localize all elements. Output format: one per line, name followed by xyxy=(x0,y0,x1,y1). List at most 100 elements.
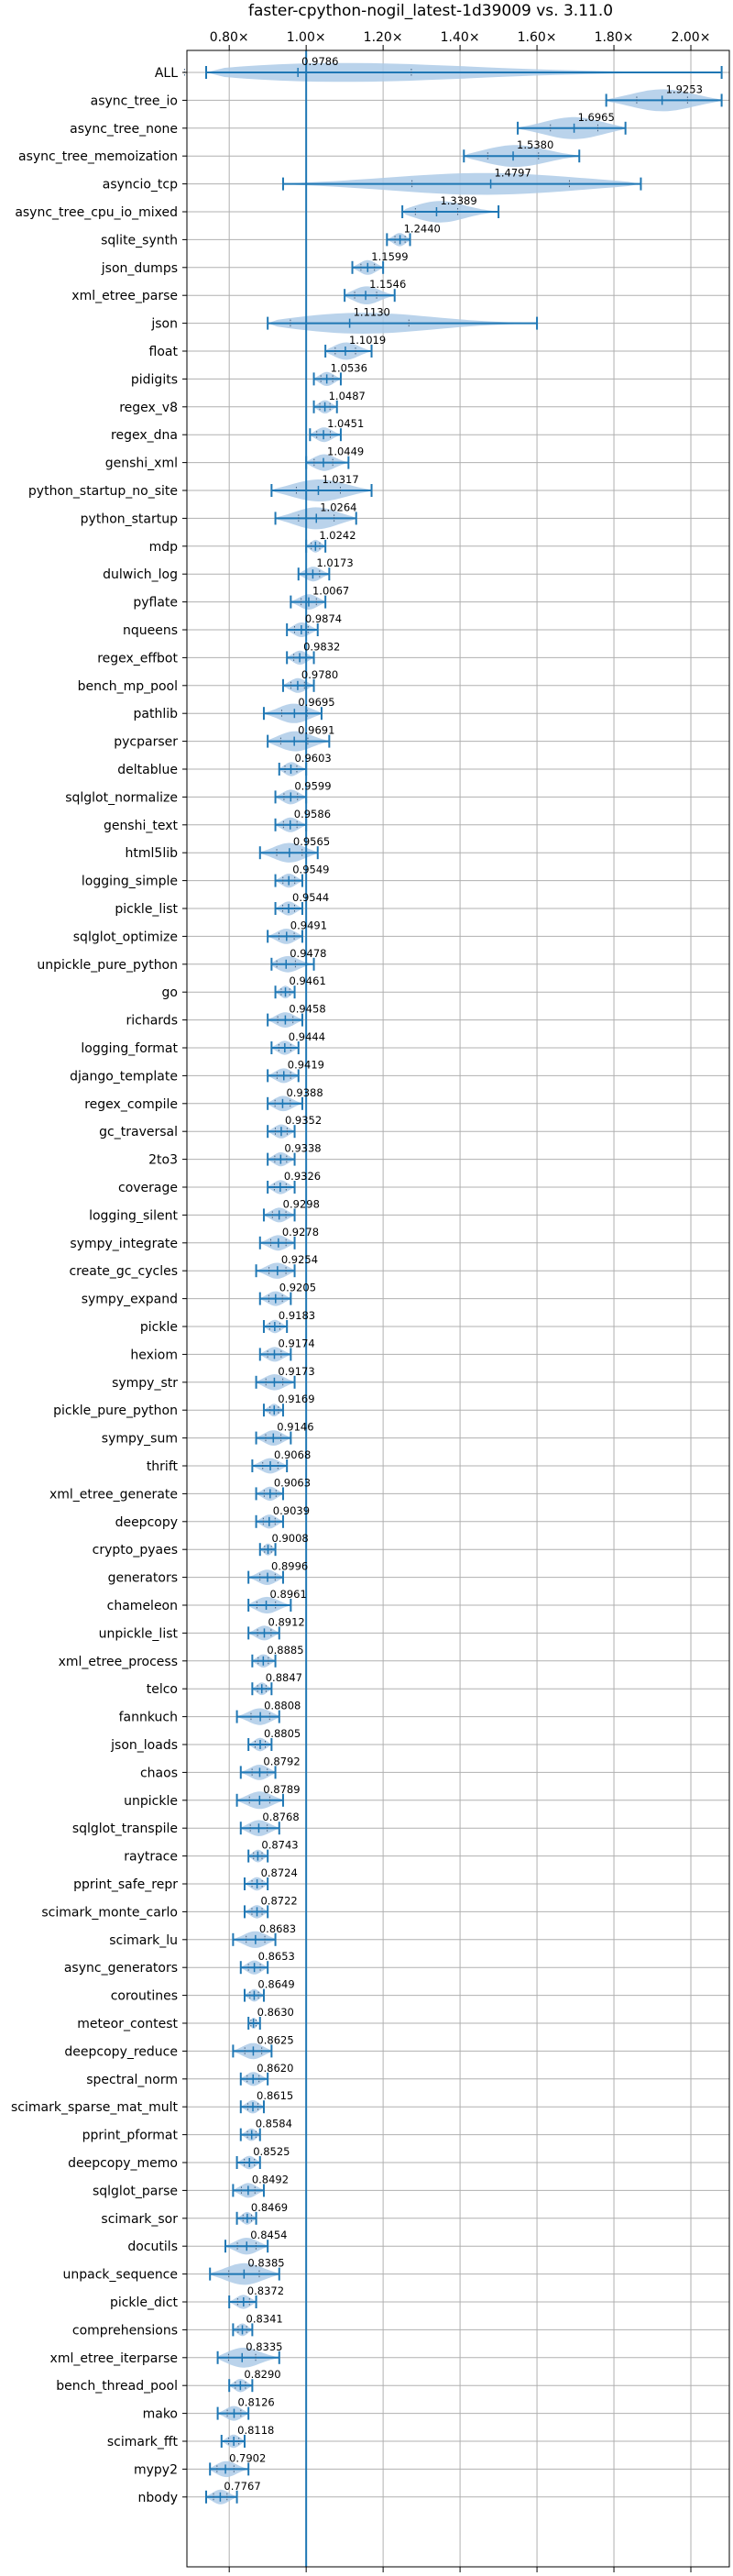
benchmark-name: logging_simple xyxy=(82,875,178,889)
data-label: 0.9444 xyxy=(289,1030,325,1043)
data-label: 0.9183 xyxy=(279,1309,315,1322)
benchmark-name: docutils xyxy=(127,2240,178,2254)
data-label: 0.9146 xyxy=(277,1421,313,1434)
benchmark-name: sympy_integrate xyxy=(70,1237,178,1251)
data-label: 0.8584 xyxy=(256,2118,292,2130)
benchmark-name: coroutines xyxy=(111,1989,178,2004)
benchmark-name: generators xyxy=(108,1571,178,1586)
data-label: 1.0536 xyxy=(331,361,367,374)
benchmark-name: regex_v8 xyxy=(119,401,178,415)
data-label: 0.8385 xyxy=(247,2257,284,2270)
data-label: 0.8118 xyxy=(237,2424,274,2437)
data-label: 0.9388 xyxy=(286,1086,323,1099)
benchmark-name: pickle_dict xyxy=(110,2295,179,2310)
benchmark-name: django_template xyxy=(70,1069,178,1084)
x-tick-label-top: 1.60× xyxy=(518,30,557,45)
benchmark-name: scimark_fft xyxy=(107,2435,179,2449)
data-label: 1.1019 xyxy=(349,334,386,347)
benchmark-name: asyncio_tcp xyxy=(103,178,178,193)
data-label: 0.9549 xyxy=(292,864,329,876)
benchmark-name: async_tree_cpu_io_mixed xyxy=(15,205,178,220)
x-tick-label-top: 1.40× xyxy=(441,30,480,45)
benchmark-name: deepcopy_reduce xyxy=(64,2044,178,2059)
benchmark-name: sqlglot_parse xyxy=(93,2184,178,2198)
data-label: 1.1546 xyxy=(369,278,406,291)
benchmark-name: ALL xyxy=(155,66,178,81)
data-label: 0.8290 xyxy=(244,2368,280,2381)
benchmark-name: genshi_xml xyxy=(105,457,178,471)
benchmark-name: pycparser xyxy=(114,735,178,750)
data-label: 0.8625 xyxy=(257,2033,293,2046)
category-labels: ALL async_tree_io async_tree_none async_tre… xyxy=(11,66,187,2505)
data-label: 0.8372 xyxy=(247,2284,284,2297)
data-label: 0.9326 xyxy=(284,1170,321,1183)
benchmark-name: async_tree_io xyxy=(91,94,178,108)
benchmark-name: meteor_contest xyxy=(77,2017,178,2031)
benchmark-name: unpickle_list xyxy=(99,1626,179,1641)
benchmark-name: sympy_expand xyxy=(82,1293,178,1307)
data-label: 0.8492 xyxy=(252,2173,289,2185)
data-label: 0.8126 xyxy=(237,2396,274,2409)
benchmark-name: unpack_sequence xyxy=(63,2268,178,2283)
benchmark-name: sqlglot_optimize xyxy=(73,930,178,944)
benchmark-name: sqlglot_transpile xyxy=(72,1822,178,1836)
data-label: 1.1130 xyxy=(354,306,390,319)
benchmark-name: deepcopy xyxy=(115,1515,178,1530)
benchmark-name: pickle xyxy=(140,1320,178,1335)
data-label: 0.9063 xyxy=(274,1476,311,1489)
data-label: 0.8885 xyxy=(267,1644,303,1657)
benchmark-name: scimark_monte_carlo xyxy=(41,1905,178,1920)
benchmark-name: deltablue xyxy=(117,763,178,777)
benchmark-name: xml_etree_generate xyxy=(49,1487,178,1502)
benchmark-name: chameleon xyxy=(107,1599,178,1613)
benchmark-name: mdp xyxy=(149,540,179,555)
benchmark-name: sympy_str xyxy=(112,1376,178,1391)
data-label: 0.9254 xyxy=(281,1253,318,1266)
data-label: 0.8341 xyxy=(246,2312,283,2325)
data-label: 1.0451 xyxy=(327,417,364,430)
data-label: 0.9205 xyxy=(279,1282,316,1294)
benchmark-name: thrift xyxy=(147,1459,179,1474)
data-label: 0.9565 xyxy=(293,835,330,848)
data-label: 0.9461 xyxy=(290,974,326,987)
data-label: 0.8808 xyxy=(264,1700,301,1712)
data-label: 0.9039 xyxy=(273,1504,310,1517)
benchmark-name: comprehensions xyxy=(72,2323,178,2338)
benchmark-name: bench_thread_pool xyxy=(56,2379,178,2394)
benchmark-name: genshi_text xyxy=(104,819,179,833)
benchmark-name: nqueens xyxy=(123,623,178,638)
data-label: 1.0067 xyxy=(312,585,349,598)
benchmark-name: go xyxy=(162,985,178,1000)
data-label: 0.7767 xyxy=(224,2480,260,2493)
x-tick-label-top: 2.00× xyxy=(672,30,711,45)
benchmark-name: mako xyxy=(143,2407,178,2422)
data-label: 1.9253 xyxy=(666,83,703,95)
benchmark-name: crypto_pyaes xyxy=(93,1543,178,1558)
data-label: 1.0487 xyxy=(329,390,366,402)
data-label: 0.8335 xyxy=(246,2340,282,2353)
benchmark-name: raytrace xyxy=(124,1850,178,1865)
data-label: 0.8615 xyxy=(257,2089,293,2102)
data-label: 1.0173 xyxy=(316,556,353,569)
benchmark-name: logging_silent xyxy=(89,1208,178,1223)
benchmark-name: gc_traversal xyxy=(99,1125,178,1139)
benchmark-name: richards xyxy=(126,1014,179,1029)
benchmark-name: json_loads xyxy=(110,1738,178,1753)
data-label: 0.9586 xyxy=(294,808,331,820)
benchmark-name: mypy2 xyxy=(134,2462,178,2477)
data-label: 0.9458 xyxy=(289,1003,325,1016)
data-label: 0.8792 xyxy=(263,1755,300,1767)
benchmark-name: scimark_sor xyxy=(101,2212,178,2227)
data-label: 1.5380 xyxy=(517,138,553,151)
benchmark-name: hexiom xyxy=(130,1348,178,1362)
benchmark-name: dulwich_log xyxy=(103,567,178,582)
data-label: 0.8996 xyxy=(271,1560,308,1573)
data-label: 0.9544 xyxy=(292,891,329,904)
data-label: 0.9008 xyxy=(272,1532,309,1545)
benchmark-name: spectral_norm xyxy=(86,2073,178,2087)
benchmark-name: regex_dna xyxy=(111,428,178,443)
benchmark-name: python_startup_no_site xyxy=(28,484,178,499)
data-label: 0.9338 xyxy=(284,1142,321,1155)
benchmark-name: pathlib xyxy=(134,707,179,721)
